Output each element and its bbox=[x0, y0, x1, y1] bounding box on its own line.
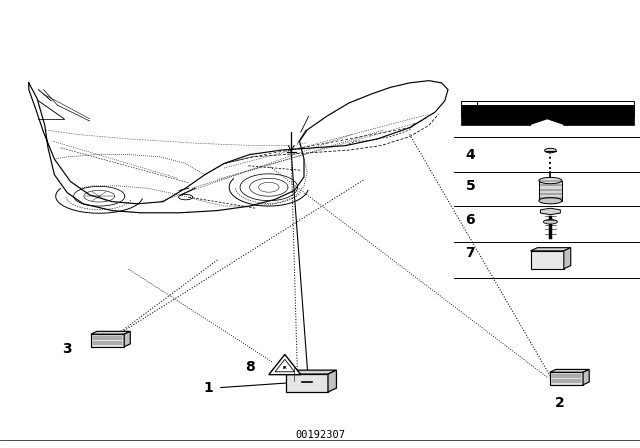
Polygon shape bbox=[540, 208, 561, 215]
Polygon shape bbox=[550, 372, 583, 385]
Polygon shape bbox=[461, 101, 634, 117]
Text: 4: 4 bbox=[465, 147, 476, 162]
Text: 3: 3 bbox=[62, 342, 72, 357]
Ellipse shape bbox=[539, 177, 562, 184]
Polygon shape bbox=[583, 370, 589, 385]
Ellipse shape bbox=[543, 220, 557, 224]
Polygon shape bbox=[287, 370, 337, 374]
Polygon shape bbox=[269, 354, 301, 375]
Polygon shape bbox=[550, 370, 589, 372]
Polygon shape bbox=[287, 374, 328, 392]
Text: 00192307: 00192307 bbox=[295, 431, 345, 440]
Text: 7: 7 bbox=[465, 246, 476, 260]
Text: 8: 8 bbox=[244, 360, 255, 375]
Text: 1: 1 bbox=[203, 380, 213, 395]
Text: 5: 5 bbox=[465, 179, 476, 193]
Polygon shape bbox=[91, 332, 131, 334]
Polygon shape bbox=[531, 251, 564, 269]
Text: IR: IR bbox=[282, 366, 287, 370]
Ellipse shape bbox=[545, 148, 556, 153]
Polygon shape bbox=[328, 370, 337, 392]
Text: 2: 2 bbox=[555, 396, 565, 410]
Polygon shape bbox=[539, 181, 562, 201]
Text: 6: 6 bbox=[465, 212, 476, 227]
Polygon shape bbox=[461, 105, 634, 125]
Ellipse shape bbox=[539, 198, 562, 204]
Polygon shape bbox=[91, 334, 124, 347]
Polygon shape bbox=[531, 248, 571, 251]
Polygon shape bbox=[124, 332, 131, 347]
Polygon shape bbox=[564, 248, 571, 269]
Polygon shape bbox=[531, 120, 563, 125]
